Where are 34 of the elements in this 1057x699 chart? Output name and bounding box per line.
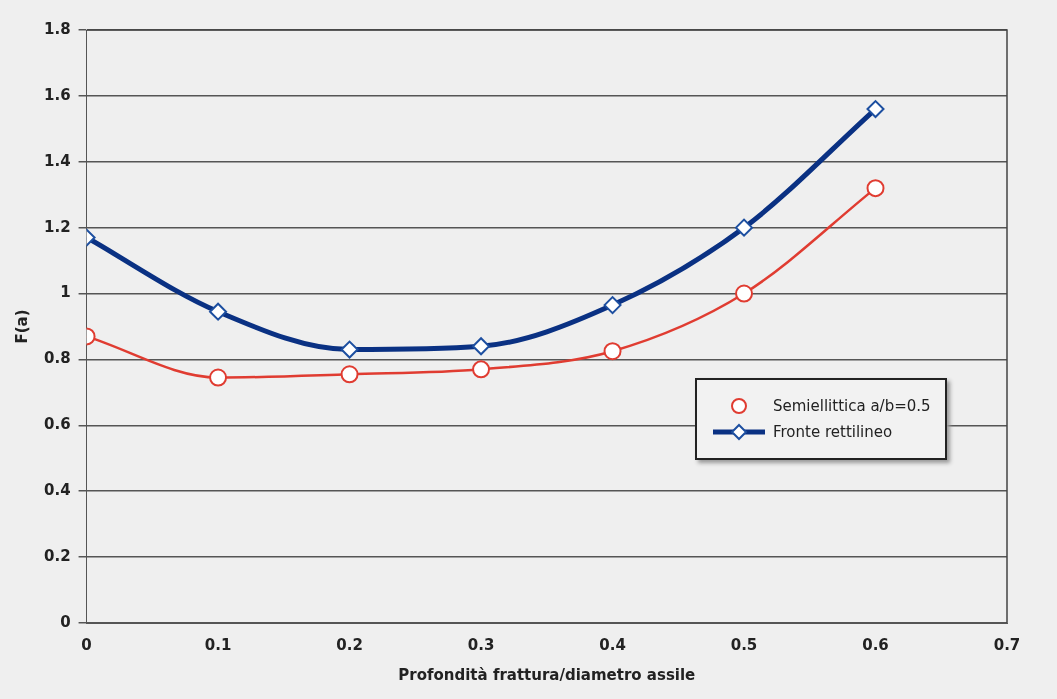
legend-label: Fronte rettilineo (773, 423, 893, 441)
y-tick-label: 1.6 (43, 85, 71, 104)
point (866, 100, 885, 119)
point (209, 302, 228, 321)
point (866, 179, 885, 198)
y-tick-label: 1.8 (43, 19, 71, 38)
x-tick-label: 0.7 (993, 635, 1021, 654)
point (603, 296, 622, 315)
x-tick-label: 0 (81, 635, 92, 654)
point (472, 360, 491, 379)
x-tick-label: 0.4 (599, 635, 626, 654)
point (340, 340, 359, 359)
point (472, 337, 491, 356)
point (735, 218, 754, 237)
x-tick-label: 0.5 (730, 635, 758, 654)
y-tick-label: 0 (60, 612, 71, 631)
x-axis-title: Profondità frattura/diametro assile (398, 665, 696, 684)
y-tick-label: 0.4 (43, 481, 71, 500)
x-tick-label: 0.1 (204, 635, 232, 654)
point (209, 368, 228, 387)
point (603, 342, 622, 361)
legend-label: Semiellittica a/b=0.5 (773, 397, 931, 415)
y-axis-title: F(a) (12, 309, 31, 344)
y-tick-label: 0.2 (43, 547, 71, 565)
y-tick-label: 0.6 (43, 415, 71, 434)
x-tick-label: 0.3 (467, 635, 495, 654)
y-tick-label: 1.4 (43, 151, 71, 170)
x-tick-label: 0.2 (336, 635, 363, 654)
y-tick-label: 1 (60, 283, 71, 302)
point (340, 365, 359, 384)
x-tick-label: 0.6 (862, 635, 889, 654)
point (735, 284, 754, 303)
y-tick-label: 0.8 (43, 349, 71, 368)
y-tick-label: 1.2 (43, 217, 71, 236)
